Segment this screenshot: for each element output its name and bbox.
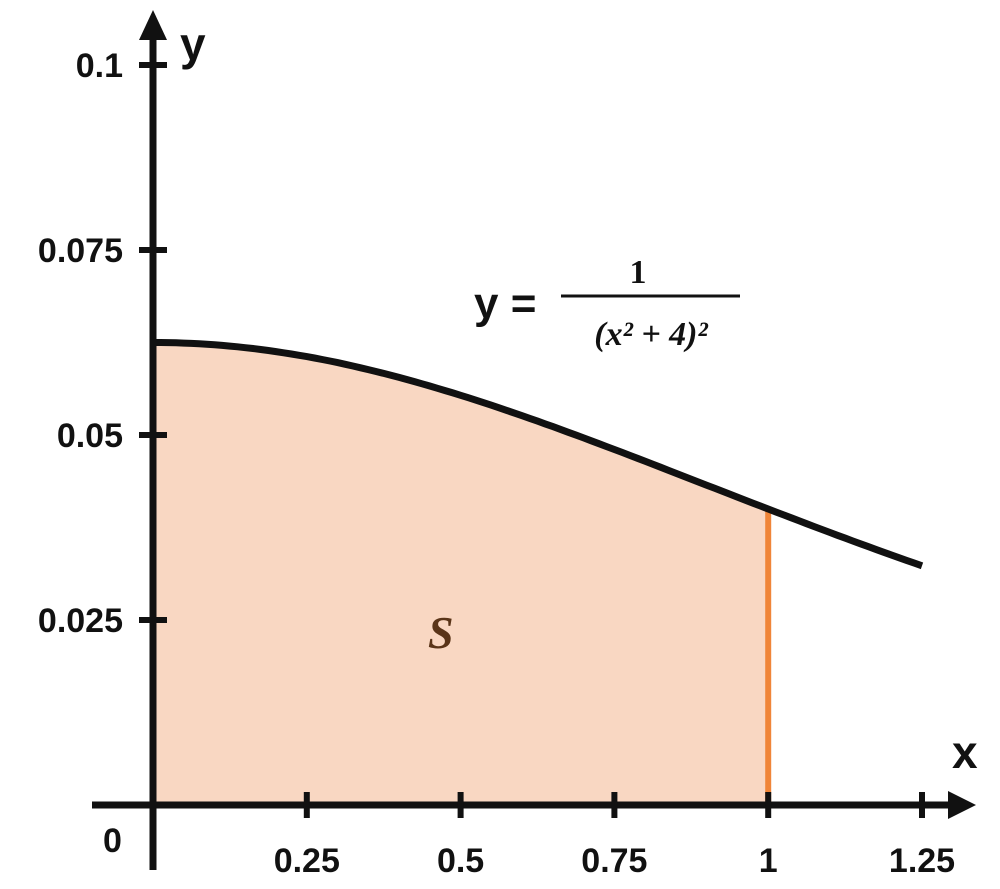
axes-layer [92,10,976,870]
equation-denominator: (x² + 4)² [594,316,708,353]
region-layer [150,342,772,807]
y-tick-label: 0.025 [38,602,123,640]
ticks-layer: 0.25 0.5 0.75 1 1.25 0.025 0.05 0.075 0.1 [38,47,955,880]
y-tick-label: 0.05 [57,417,123,455]
region-label-s: S [428,607,454,658]
x-tick-label: 0.5 [437,842,484,880]
y-axis-arrowhead [139,10,167,40]
y-tick-label: 0.075 [38,232,123,270]
x-tick-label: 0.75 [581,842,647,880]
y-axis-label: y [180,18,206,70]
function-curve [153,339,924,570]
curve-equation: y = 1 (x² + 4)² [474,254,740,353]
x-tick-label: 0.25 [274,842,340,880]
curve-layer [153,339,924,570]
y-tick-label: 0.1 [76,47,123,85]
equation-lhs: y = [474,279,536,328]
region-s-fill [153,342,769,805]
origin-label: 0 [103,822,122,860]
x-tick-label: 1.25 [889,842,955,880]
x-axis-label: x [952,726,978,778]
x-axis-arrowhead [948,791,976,819]
x-tick-label: 1 [759,842,778,880]
equation-numerator: 1 [630,254,647,291]
